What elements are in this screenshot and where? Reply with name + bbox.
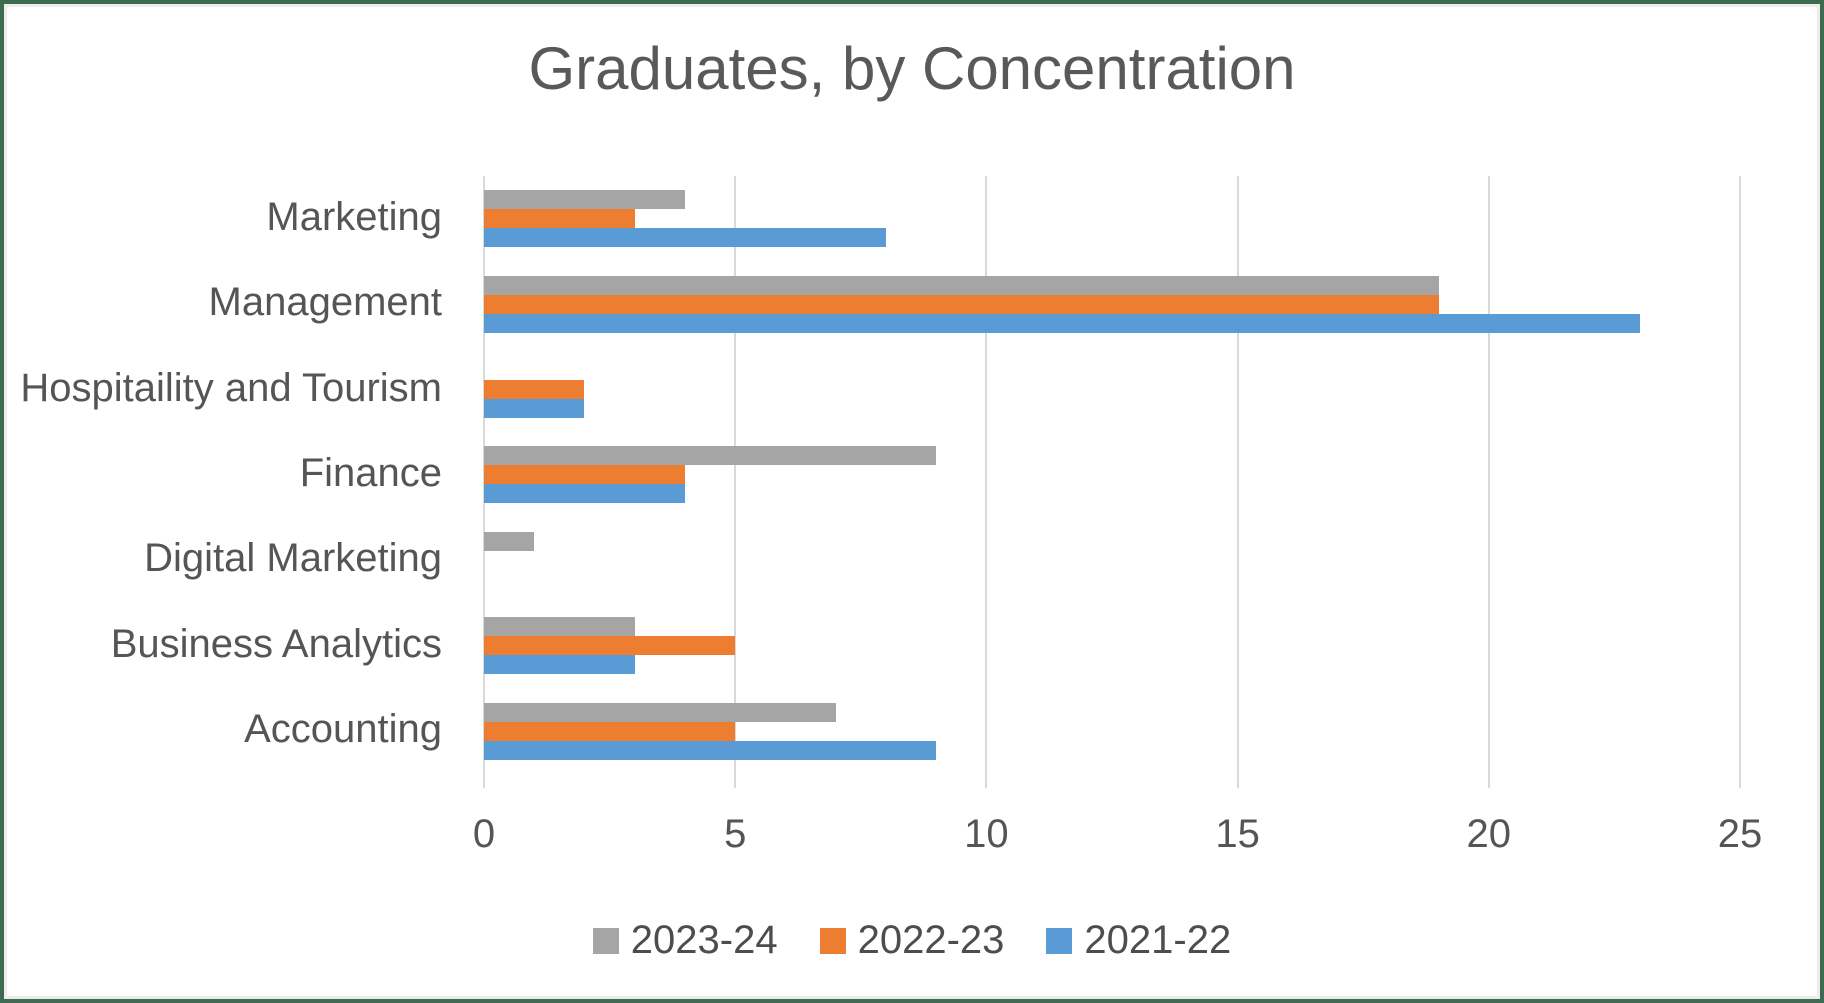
bar-2021-22 bbox=[484, 655, 635, 675]
category-row bbox=[484, 603, 1740, 688]
category-row bbox=[484, 518, 1740, 603]
tick-mark-x-20 bbox=[1487, 774, 1490, 788]
bar-2022-23 bbox=[484, 294, 1439, 314]
category-label: Management bbox=[208, 280, 442, 325]
tick-mark-x-5 bbox=[734, 774, 737, 788]
gridline-x-10 bbox=[985, 176, 988, 774]
category-label: Finance bbox=[299, 451, 442, 495]
tick-mark-x-10 bbox=[985, 774, 988, 788]
bar-2023-24 bbox=[484, 617, 635, 637]
legend-label: 2021-22 bbox=[1084, 918, 1232, 962]
legend-swatch-icon bbox=[592, 927, 619, 954]
category-row bbox=[484, 347, 1740, 432]
bar-2022-23 bbox=[484, 209, 635, 229]
x-axis-tick-label: 0 bbox=[472, 812, 496, 856]
gridline-x-25 bbox=[1739, 176, 1741, 774]
x-axis-tick-label: 15 bbox=[1215, 812, 1260, 856]
bar-2022-23 bbox=[484, 380, 585, 400]
tick-mark-x-25 bbox=[1739, 774, 1741, 788]
tick-mark-x-0 bbox=[483, 774, 485, 788]
chart-title: Graduates, by Concentration bbox=[528, 35, 1296, 102]
legend-label: 2023-24 bbox=[630, 918, 778, 962]
bar-2023-24 bbox=[484, 275, 1439, 295]
category-row bbox=[484, 432, 1740, 517]
gridline-x-20 bbox=[1487, 176, 1490, 774]
legend-label: 2022-23 bbox=[857, 918, 1005, 962]
category-label: Hospitaility and Tourism bbox=[20, 365, 442, 410]
legend-swatch-icon bbox=[819, 927, 846, 954]
bar-2021-22 bbox=[484, 399, 585, 419]
x-axis-tick-label: 10 bbox=[964, 812, 1009, 856]
bar-2022-23 bbox=[484, 636, 736, 656]
tick-mark-x-15 bbox=[1236, 774, 1239, 788]
bar-2021-22 bbox=[484, 313, 1640, 333]
x-axis-tick-label: 25 bbox=[1717, 812, 1763, 856]
bar-2023-24 bbox=[484, 446, 937, 466]
bar-2023-24 bbox=[484, 702, 836, 722]
category-label: Business Analytics bbox=[110, 621, 442, 666]
category-row bbox=[484, 261, 1740, 346]
legend-item: 2022-23 bbox=[819, 918, 1005, 963]
legend-item: 2021-22 bbox=[1046, 918, 1231, 963]
bar-2022-23 bbox=[484, 721, 736, 741]
x-axis-tick-label: 5 bbox=[724, 812, 747, 856]
gridline-x-5 bbox=[734, 176, 737, 774]
category-row bbox=[484, 176, 1740, 261]
category-label: Marketing bbox=[266, 194, 442, 239]
bar-2021-22 bbox=[484, 484, 685, 504]
bar-2023-24 bbox=[484, 531, 535, 551]
category-label: Digital Marketing bbox=[144, 536, 442, 581]
category-row bbox=[484, 689, 1740, 774]
x-axis-tick-label: 20 bbox=[1466, 812, 1512, 856]
bar-2021-22 bbox=[484, 740, 937, 760]
bar-2023-24 bbox=[484, 190, 685, 210]
bar-2022-23 bbox=[484, 465, 685, 485]
plot-area bbox=[483, 176, 1741, 788]
gridline-x-15 bbox=[1236, 176, 1239, 774]
category-label: Accounting bbox=[244, 707, 442, 752]
category-axis-labels: Marketing Management Hospitaility and Tour… bbox=[10, 176, 460, 774]
legend-item: 2023-24 bbox=[592, 918, 778, 963]
legend: 2023-24 2022-23 2021-22 bbox=[4, 918, 1820, 963]
bar-2021-22 bbox=[484, 228, 886, 248]
legend-swatch-icon bbox=[1046, 927, 1073, 954]
